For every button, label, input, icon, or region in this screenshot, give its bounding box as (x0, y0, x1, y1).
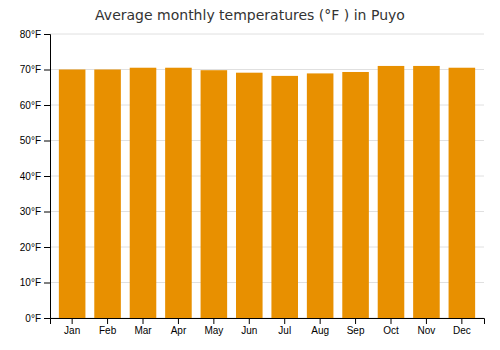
y-tick-label: 10°F (20, 277, 41, 288)
chart-container: 0°F 10°F 20°F 30°F 40°F 50°F 60°F 70°F 80°F Jan Fe… (0, 0, 500, 350)
x-axis: Jan Feb Mar Apr May Jun Jul Aug Sep Oct Nov Dec (51, 318, 485, 336)
x-tick-mark (426, 318, 427, 324)
x-tick: Dec (453, 318, 471, 336)
x-axis-line (51, 319, 485, 325)
x-tick-mark (249, 318, 250, 324)
bar (307, 73, 334, 318)
y-tick: 10°F (20, 277, 50, 288)
y-tick: 80°F (20, 29, 50, 40)
grid (50, 34, 484, 318)
x-tick-label: Sep (347, 325, 365, 336)
y-tick-mark (44, 212, 50, 213)
y-tick-label: 60°F (20, 100, 41, 111)
x-tick-mark (391, 318, 392, 324)
bars (59, 66, 475, 318)
y-tick-mark (44, 141, 50, 142)
x-tick: Mar (134, 318, 152, 336)
x-tick-label: Oct (383, 325, 399, 336)
x-tick-mark (284, 318, 285, 324)
y-tick-mark (44, 318, 50, 319)
title: Average monthly temperatures (°F ) in Pu… (95, 7, 405, 23)
grid-line (50, 34, 484, 35)
x-tick-label: Apr (171, 325, 187, 336)
y-tick-mark (44, 247, 50, 248)
x-tick-label: Jan (64, 325, 80, 336)
bar (201, 70, 228, 318)
y-tick-label: 30°F (20, 206, 41, 217)
x-tick-mark (107, 318, 108, 324)
bar (413, 66, 440, 318)
x-tick: Apr (171, 318, 187, 336)
y-tick-label: 70°F (20, 64, 41, 75)
bar (378, 66, 405, 318)
bar (165, 68, 192, 318)
bar (449, 68, 476, 318)
x-tick: Oct (383, 318, 399, 336)
x-tick-mark (213, 318, 214, 324)
bar (236, 73, 263, 318)
x-tick-label: Aug (311, 325, 329, 336)
y-tick-mark (44, 176, 50, 177)
y-tick: 30°F (20, 206, 50, 217)
bar (94, 70, 121, 319)
x-tick-label: May (204, 325, 223, 336)
x-tick-label: Jun (241, 325, 257, 336)
y-tick: 0°F (25, 313, 50, 324)
x-tick-label: Feb (99, 325, 117, 336)
y-axis-line (44, 35, 51, 319)
y-tick: 70°F (20, 64, 50, 75)
x-tick-label: Dec (453, 325, 471, 336)
x-tick: Sep (347, 318, 365, 336)
x-tick: Jul (278, 318, 291, 336)
y-tick-label: 40°F (20, 171, 41, 182)
y-tick-label: 0°F (25, 313, 41, 324)
bar (342, 72, 369, 318)
bar (59, 70, 86, 319)
y-tick: 50°F (20, 135, 50, 146)
y-tick-label: 50°F (20, 135, 41, 146)
x-tick-label: Mar (134, 325, 152, 336)
plot-area: 0°F 10°F 20°F 30°F 40°F 50°F 60°F 70°F 80°F Jan Fe… (20, 29, 485, 336)
y-tick-label: 80°F (20, 29, 41, 40)
x-tick-label: Jul (278, 325, 291, 336)
x-tick-mark (320, 318, 321, 324)
bar (130, 68, 157, 318)
x-tick: Nov (418, 318, 436, 336)
y-tick: 40°F (20, 171, 50, 182)
y-tick: 60°F (20, 100, 50, 111)
y-tick-mark (44, 105, 50, 106)
x-tick: Feb (99, 318, 117, 336)
x-tick-mark (355, 318, 356, 324)
x-tick: Aug (311, 318, 329, 336)
x-tick-mark (72, 318, 73, 324)
x-tick: May (204, 318, 223, 336)
y-tick-mark (44, 283, 50, 284)
y-tick-mark (44, 70, 50, 71)
y-tick-label: 20°F (20, 242, 41, 253)
bar (271, 76, 298, 318)
x-tick-mark (178, 318, 179, 324)
y-tick: 20°F (20, 242, 50, 253)
x-tick-mark (461, 318, 462, 324)
chart-svg: 0°F 10°F 20°F 30°F 40°F 50°F 60°F 70°F 80°F Jan Fe… (0, 0, 500, 350)
x-tick-mark (143, 318, 144, 324)
x-tick: Jan (64, 318, 80, 336)
y-axis: 0°F 10°F 20°F 30°F 40°F 50°F 60°F 70°F 80°F (20, 29, 51, 324)
y-tick-mark (44, 34, 50, 35)
x-tick-label: Nov (418, 325, 436, 336)
x-tick: Jun (241, 318, 257, 336)
